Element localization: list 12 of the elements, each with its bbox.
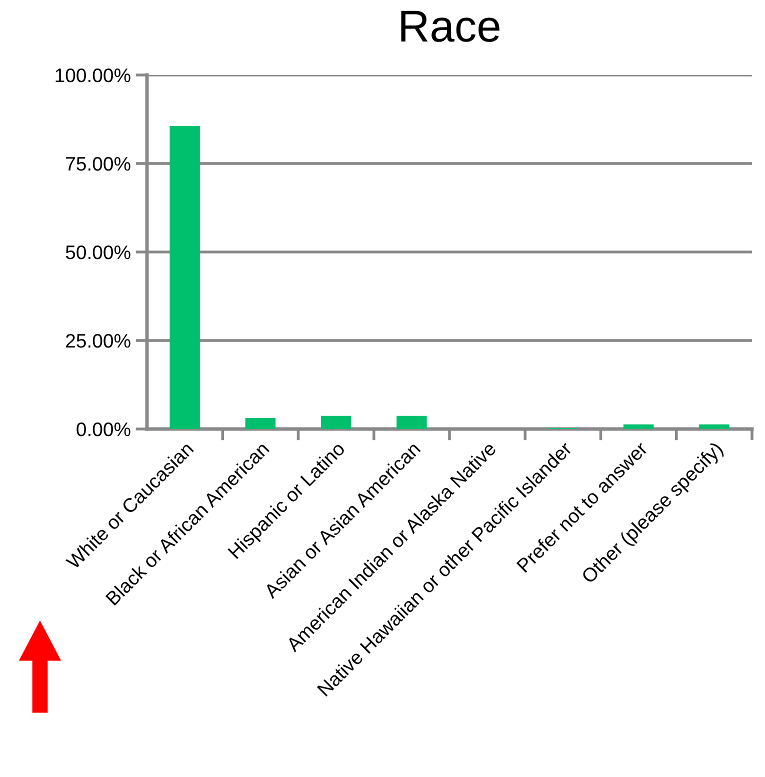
- y-tick-label: 0.00%: [76, 422, 130, 436]
- chart-title: Race: [401, 10, 500, 42]
- y-tick-label: 25.00%: [66, 334, 130, 348]
- y-tick-label: 75.00%: [66, 156, 130, 171]
- bar: [699, 424, 730, 429]
- bar: [623, 424, 654, 429]
- bar: [245, 418, 276, 429]
- bar: [320, 416, 352, 429]
- bar: [396, 416, 427, 429]
- y-tick-label: 100.00%: [56, 68, 130, 82]
- y-tick-label: 50.00%: [66, 245, 130, 260]
- bar: [170, 126, 200, 429]
